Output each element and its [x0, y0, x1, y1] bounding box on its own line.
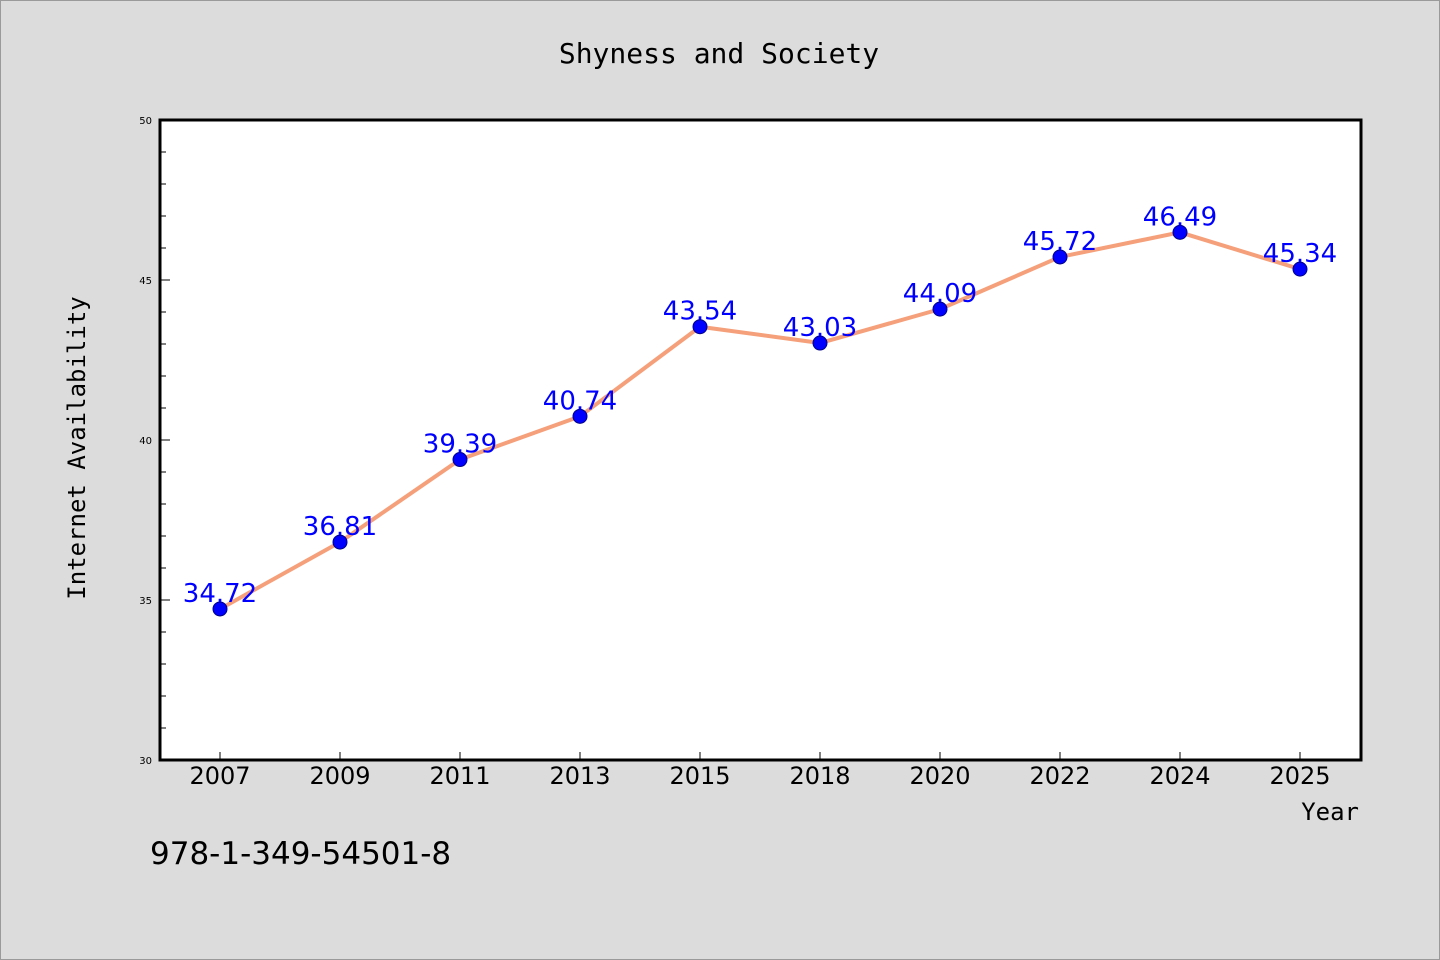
- x-tick-label: 2024: [1149, 762, 1210, 790]
- x-tick-label: 2022: [1029, 762, 1090, 790]
- data-point: [1172, 224, 1188, 240]
- x-tick-label: 2013: [549, 762, 610, 790]
- chart-title: Shyness and Society: [559, 37, 879, 70]
- y-tick-label: 35: [139, 596, 152, 607]
- y-tick-label: 40: [139, 436, 152, 447]
- x-tick-label: 2020: [909, 762, 970, 790]
- y-tick-label: 45: [139, 276, 152, 287]
- data-label: 45.34: [1263, 239, 1337, 269]
- data-label: 39.39: [423, 430, 497, 460]
- data-label: 45.72: [1023, 227, 1097, 257]
- data-point: [332, 534, 348, 550]
- x-axis-ticks: 2007 2009 2011 2013 2015 2018 2020 2022 2024 2025: [189, 752, 1331, 790]
- data-label: 40.74: [543, 386, 617, 416]
- data-markers: [212, 224, 1308, 617]
- data-label: 44.09: [903, 279, 977, 309]
- x-tick-label: 2018: [789, 762, 850, 790]
- data-point: [692, 319, 708, 335]
- data-point: [212, 601, 228, 617]
- plot-area: [158, 118, 1363, 762]
- data-label: 46.49: [1143, 202, 1217, 232]
- x-axis-label: Year: [1301, 798, 1359, 826]
- data-point: [452, 452, 468, 468]
- series-line: [218, 230, 1302, 611]
- data-label: 43.03: [783, 313, 857, 343]
- data-point: [932, 301, 948, 317]
- data-label: 43.54: [663, 297, 737, 327]
- data-point: [1052, 249, 1068, 265]
- x-tick-label: 2025: [1269, 762, 1330, 790]
- data-label: 36.81: [303, 512, 377, 542]
- x-tick-label: 2015: [669, 762, 730, 790]
- x-tick-label: 2009: [309, 762, 370, 790]
- data-point: [812, 335, 828, 351]
- data-point: [1292, 261, 1308, 277]
- y-tick-label: 30: [139, 756, 152, 767]
- y-tick-label: 50: [139, 116, 152, 127]
- data-label: 34.72: [183, 579, 257, 609]
- x-tick-label: 2007: [189, 762, 250, 790]
- y-axis-ticks: 30 35 40 45 50: [139, 116, 170, 767]
- x-tick-label: 2011: [429, 762, 490, 790]
- data-labels: 34.72 36.81 39.39 40.74 43.54 43.03 44.09 45.72…: [183, 202, 1337, 609]
- isbn-annotation: 978-1-349-54501-8: [150, 836, 451, 872]
- data-point: [572, 408, 588, 424]
- y-axis-label: Internet Availability: [63, 296, 91, 599]
- series-line-group: [218, 230, 1302, 611]
